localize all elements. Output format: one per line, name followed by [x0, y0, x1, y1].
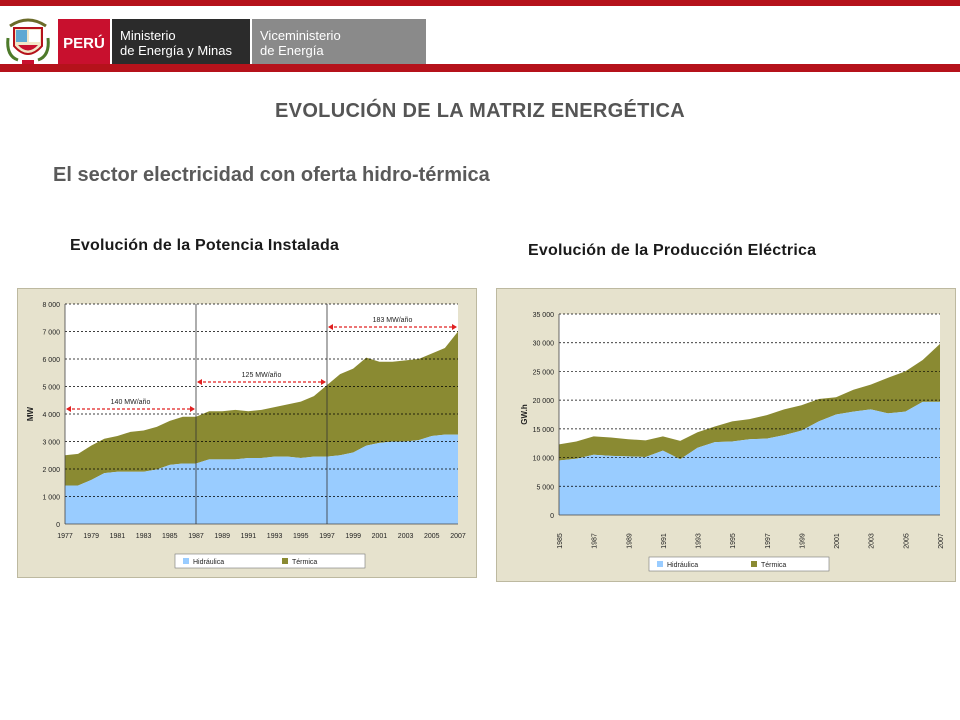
produccion-x-tick-label: 2007 — [938, 533, 945, 549]
page-title: EVOLUCIÓN DE LA MATRIZ ENERGÉTICA — [275, 100, 685, 122]
produccion-y-tick-label: 30 000 — [533, 341, 555, 348]
potencia-y-axis-label: MW — [26, 406, 35, 421]
chart-produccion-svg: 0 5 000 10 000 15 000 20 000 25 000 30 000 35 0… — [520, 312, 945, 572]
produccion-y-tick-label: 0 — [550, 513, 554, 520]
produccion-legend-label-hidraulica: Hidráulica — [667, 562, 698, 569]
coat-of-arms-icon — [6, 18, 50, 64]
potencia-x-tick-label: 1987 — [188, 533, 204, 540]
potencia-x-tick-label: 1983 — [136, 533, 152, 540]
ministry-line1: Ministerio — [120, 28, 176, 43]
produccion-y-tick-label: 10 000 — [533, 456, 555, 463]
produccion-y-tick-label: 20 000 — [533, 398, 555, 405]
produccion-x-tick-label: 1997 — [765, 533, 772, 549]
produccion-series-hidraulica — [559, 401, 940, 515]
potencia-y-tick-label: 6 000 — [42, 357, 60, 364]
chart-potencia-svg: 0 1 000 2 000 3 000 4 000 5 000 6 000 7 000 8 00… — [26, 302, 466, 569]
potencia-arrowhead-left — [197, 379, 202, 385]
produccion-legend-label-termica: Térmica — [761, 562, 786, 569]
potencia-arrowhead-right — [190, 406, 195, 412]
produccion-y-tick-label: 5 000 — [536, 484, 554, 491]
potencia-x-tick-label: 1997 — [319, 533, 335, 540]
potencia-x-tick-label: 1981 — [110, 533, 126, 540]
potencia-x-tick-label: 2005 — [424, 533, 440, 540]
potencia-y-tick-label: 5 000 — [42, 385, 60, 392]
potencia-x-tick-label: 2003 — [398, 533, 414, 540]
produccion-x-tick-label: 1993 — [696, 533, 703, 549]
potencia-x-tick-label: 2007 — [450, 533, 466, 540]
peru-label: PERÚ — [63, 34, 105, 52]
chart-title-potencia: Evolución de la Potencia Instalada — [70, 237, 340, 254]
potencia-y-tick-label: 3 000 — [42, 440, 60, 447]
potencia-annotation-label: 183 MW/año — [373, 317, 413, 324]
produccion-x-tick-label: 1985 — [557, 533, 564, 549]
potencia-x-tick-label: 1985 — [162, 533, 178, 540]
produccion-x-tick-label: 2003 — [869, 533, 876, 549]
potencia-x-tick-label: 1977 — [57, 533, 73, 540]
potencia-y-tick-label: 4 000 — [42, 412, 60, 419]
potencia-y-tick-label: 7 000 — [42, 330, 60, 337]
produccion-y-tick-label: 25 000 — [533, 369, 555, 376]
potencia-x-tick-label: 1979 — [83, 533, 99, 540]
potencia-series-hidraulica — [65, 434, 458, 524]
top-red-bar — [0, 0, 960, 6]
produccion-x-tick-label: 1999 — [799, 533, 806, 549]
potencia-x-tick-label: 2001 — [372, 533, 388, 540]
potencia-legend-swatch-hidraulica — [183, 558, 189, 564]
produccion-y-axis-label: GW.h — [520, 404, 529, 425]
vice-line2: de Energía — [260, 43, 324, 58]
potencia-y-tick-label: 2 000 — [42, 467, 60, 474]
potencia-x-tick-label: 1993 — [267, 533, 283, 540]
potencia-x-tick-label: 1995 — [293, 533, 309, 540]
potencia-x-tick-label: 1999 — [345, 533, 361, 540]
potencia-legend-swatch-termica — [282, 558, 288, 564]
page-subtitle: El sector electricidad con oferta hidro-… — [53, 164, 490, 186]
potencia-x-tick-label: 1989 — [214, 533, 230, 540]
viceministry-logo: Viceministerio de Energía — [252, 19, 426, 67]
header-red-stripe — [0, 64, 960, 72]
potencia-y-tick-label: 8 000 — [42, 302, 60, 309]
potencia-annotation-label: 125 MW/año — [242, 372, 282, 379]
potencia-legend-label-hidraulica: Hidráulica — [193, 559, 224, 566]
potencia-legend-box — [174, 553, 366, 569]
potencia-arrowhead-right — [321, 379, 326, 385]
produccion-x-tick-label: 2001 — [834, 533, 841, 549]
produccion-legend-swatch-hidraulica — [657, 561, 663, 567]
produccion-legend-box — [648, 556, 830, 572]
potencia-series-termica — [65, 331, 458, 486]
potencia-x-tick-label: 1991 — [241, 533, 257, 540]
header-bar: PERÚ Ministerio de Energía y Minas Vicem… — [0, 6, 960, 67]
potencia-legend-label-termica: Térmica — [292, 559, 317, 566]
produccion-x-tick-label: 1995 — [730, 533, 737, 549]
potencia-arrowhead-right — [452, 324, 457, 330]
produccion-x-tick-label: 2005 — [903, 533, 910, 549]
potencia-arrowhead-left — [66, 406, 71, 412]
ministry-line2: de Energía y Minas — [120, 43, 233, 58]
produccion-x-tick-label: 1991 — [661, 533, 668, 549]
vice-line1: Viceministerio — [260, 28, 341, 43]
chart-produccion-electrica: 0 5 000 10 000 15 000 20 000 25 000 30 000 35 0… — [496, 288, 956, 582]
produccion-x-tick-label: 1987 — [592, 533, 599, 549]
potencia-y-tick-label: 1 000 — [42, 495, 60, 502]
potencia-arrowhead-left — [328, 324, 333, 330]
produccion-y-tick-label: 15 000 — [533, 427, 555, 434]
produccion-series-termica — [559, 343, 940, 461]
produccion-legend-swatch-termica — [751, 561, 757, 567]
ministry-logo: Ministerio de Energía y Minas — [112, 19, 250, 67]
produccion-y-tick-label: 35 000 — [533, 312, 555, 319]
produccion-x-tick-label: 1989 — [626, 533, 633, 549]
chart-potencia-instalada: 0 1 000 2 000 3 000 4 000 5 000 6 000 7 000 8 00… — [17, 288, 477, 578]
chart-title-produccion: Evolución de la Producción Eléctrica — [528, 242, 817, 259]
potencia-y-tick-label: 0 — [56, 522, 60, 529]
peru-logo: PERÚ — [58, 19, 110, 67]
potencia-annotation-label: 140 MW/año — [111, 399, 151, 406]
